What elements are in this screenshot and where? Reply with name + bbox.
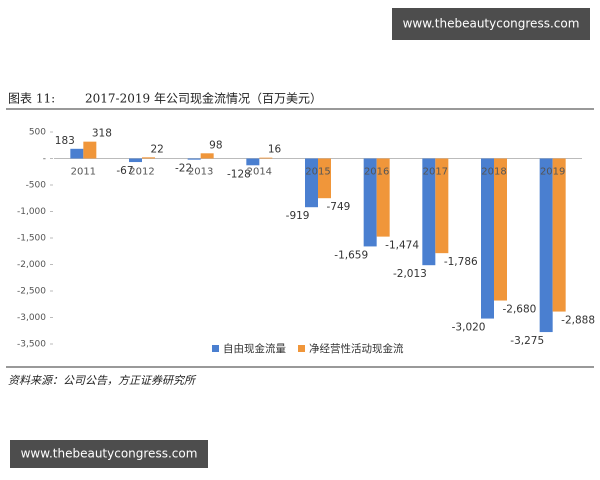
value-label: -3,020 — [452, 322, 486, 334]
x-tick-label: 2017 — [423, 167, 448, 178]
y-tick-label: -1,000 — [17, 207, 46, 217]
value-label: -2,013 — [393, 268, 427, 280]
x-tick-label: 2018 — [481, 167, 506, 178]
bar — [142, 157, 155, 159]
y-tick-label: -1,500 — [17, 234, 46, 244]
bar — [83, 141, 97, 159]
bar — [552, 158, 566, 312]
y-tick-label: -3,000 — [17, 313, 46, 323]
bar — [187, 158, 201, 160]
legend-swatch — [298, 345, 305, 352]
x-tick-label: 2012 — [129, 167, 154, 178]
chart: 500 - -500 -1,000 -1,500 -2,000 -2,500 -3,000 -3… — [17, 128, 595, 356]
bar — [422, 158, 436, 266]
y-tick-label: -2,500 — [17, 287, 46, 297]
value-label: -128 — [227, 168, 251, 180]
value-label: -2,680 — [503, 304, 537, 316]
x-tick-label: 2019 — [540, 167, 565, 178]
value-label: -67 — [116, 165, 133, 177]
y-tick-label: -500 — [26, 181, 47, 191]
legend-label: 净经营性活动现金流 — [309, 342, 404, 355]
legend-swatch — [212, 345, 219, 352]
bar — [259, 157, 273, 159]
value-label: -1,659 — [334, 249, 368, 261]
legend-label: 自由现金流量 — [223, 342, 286, 355]
y-tick-label: - — [43, 154, 46, 164]
value-label: -3,275 — [510, 335, 544, 347]
bar — [435, 158, 449, 254]
bar — [494, 158, 507, 301]
value-label: 183 — [55, 135, 75, 147]
x-tick-label: 2011 — [71, 167, 96, 178]
value-label: 318 — [92, 128, 112, 140]
bar — [363, 158, 377, 247]
source-note: 资料来源：公司公告，方正证券研究所 — [8, 374, 197, 387]
caption-label: 图表 11: — [8, 92, 55, 106]
bar — [318, 158, 331, 199]
x-tick-label: 2013 — [188, 167, 213, 178]
y-tick-label: -2,000 — [17, 260, 46, 270]
bar — [481, 158, 494, 319]
y-tick-label: 500 — [29, 128, 46, 138]
y-tick-label: -3,500 — [17, 340, 46, 350]
value-label: -22 — [175, 163, 192, 175]
value-label: -749 — [327, 201, 351, 213]
x-tick-label: 2016 — [364, 167, 389, 178]
watermark-text: www.thebeautycongress.com — [21, 447, 198, 461]
bar — [376, 158, 390, 237]
watermark-box — [10, 440, 208, 468]
value-label: -1,474 — [385, 240, 419, 252]
watermark-box — [392, 8, 590, 40]
bar — [246, 158, 260, 166]
x-tick-label: 2014 — [247, 167, 272, 178]
value-label: 98 — [209, 139, 222, 151]
bar — [539, 158, 553, 333]
x-tick-label: 2015 — [305, 167, 330, 178]
caption-title: 2017-2019 年公司现金流情况（百万美元） — [85, 91, 322, 106]
value-label: 22 — [151, 143, 164, 155]
bar — [200, 153, 214, 159]
value-label: -1,786 — [444, 256, 478, 268]
bar — [305, 158, 318, 208]
value-label: -919 — [286, 210, 310, 222]
value-label: -2,888 — [561, 315, 595, 327]
value-label: 16 — [268, 144, 282, 156]
bar — [70, 148, 84, 159]
watermark-text: www.thebeautycongress.com — [403, 17, 580, 31]
bar — [129, 158, 142, 163]
